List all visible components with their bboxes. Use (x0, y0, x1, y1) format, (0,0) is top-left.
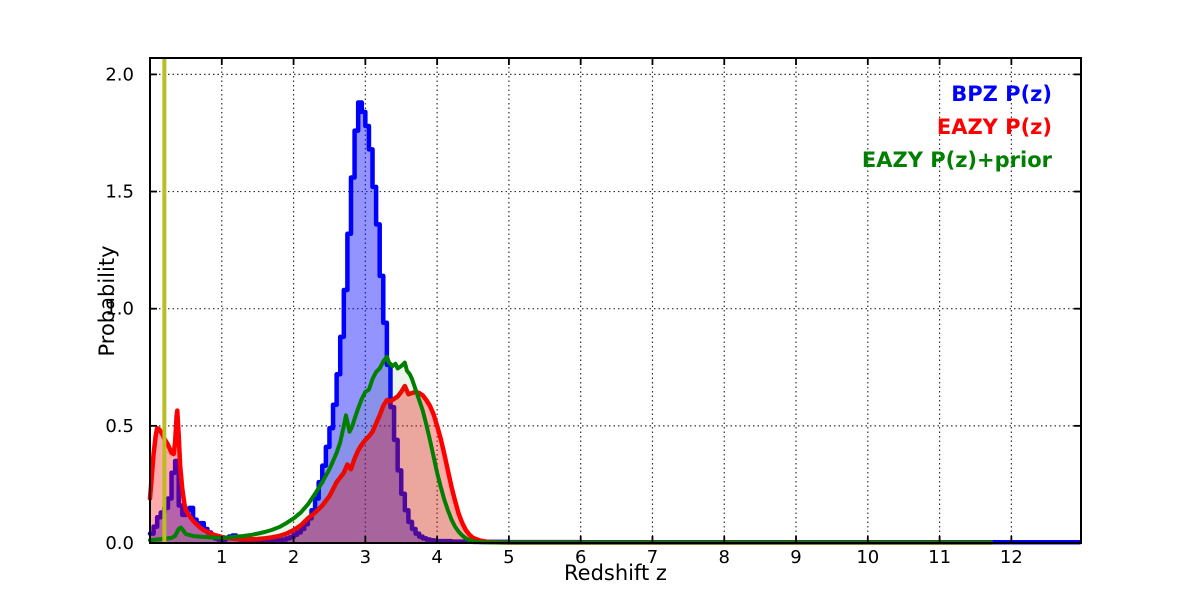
x-axis-label: Redshift z (564, 561, 667, 585)
x-tick-label-1: 1 (216, 547, 227, 568)
x-tick-label-11: 11 (928, 547, 951, 568)
legend-item-bpz: BPZ P(z) (951, 82, 1052, 106)
x-tick-label-4: 4 (431, 547, 442, 568)
y-axis-label: Probability (95, 245, 119, 357)
series-line-2 (148, 354, 994, 545)
x-tick-label-10: 10 (856, 547, 879, 568)
series-line-1 (147, 383, 994, 545)
series-fill-2 (150, 356, 992, 543)
y-tick-label-1.5: 1.5 (105, 182, 134, 203)
x-tick-label-8: 8 (719, 547, 730, 568)
x-tick-label-5: 5 (503, 547, 514, 568)
x-tick-label-12: 12 (1000, 547, 1023, 568)
x-tick-label-7: 7 (647, 547, 658, 568)
x-tick-label-6: 6 (575, 547, 586, 568)
y-tick-label-0.5: 0.5 (105, 416, 134, 437)
series-line-0 (147, 100, 1082, 545)
x-tick-label-3: 3 (360, 547, 371, 568)
plot-frame (149, 57, 1082, 544)
x-tick-label-9: 9 (790, 547, 801, 568)
y-tick-label-0.0: 0.0 (105, 533, 134, 554)
y-tick-label-2.0: 2.0 (105, 64, 134, 85)
x-tick-label-2: 2 (288, 547, 299, 568)
y-tick-label-1.0: 1.0 (105, 299, 134, 320)
series-fill-0 (150, 102, 1080, 543)
legend-item-eazy-prior: EAZY P(z)+prior (861, 148, 1052, 172)
series-fill-1 (150, 386, 992, 543)
legend-item-eazy: EAZY P(z) (936, 115, 1052, 139)
legend: BPZ P(z) EAZY P(z) EAZY P(z)+prior (862, 78, 1052, 177)
